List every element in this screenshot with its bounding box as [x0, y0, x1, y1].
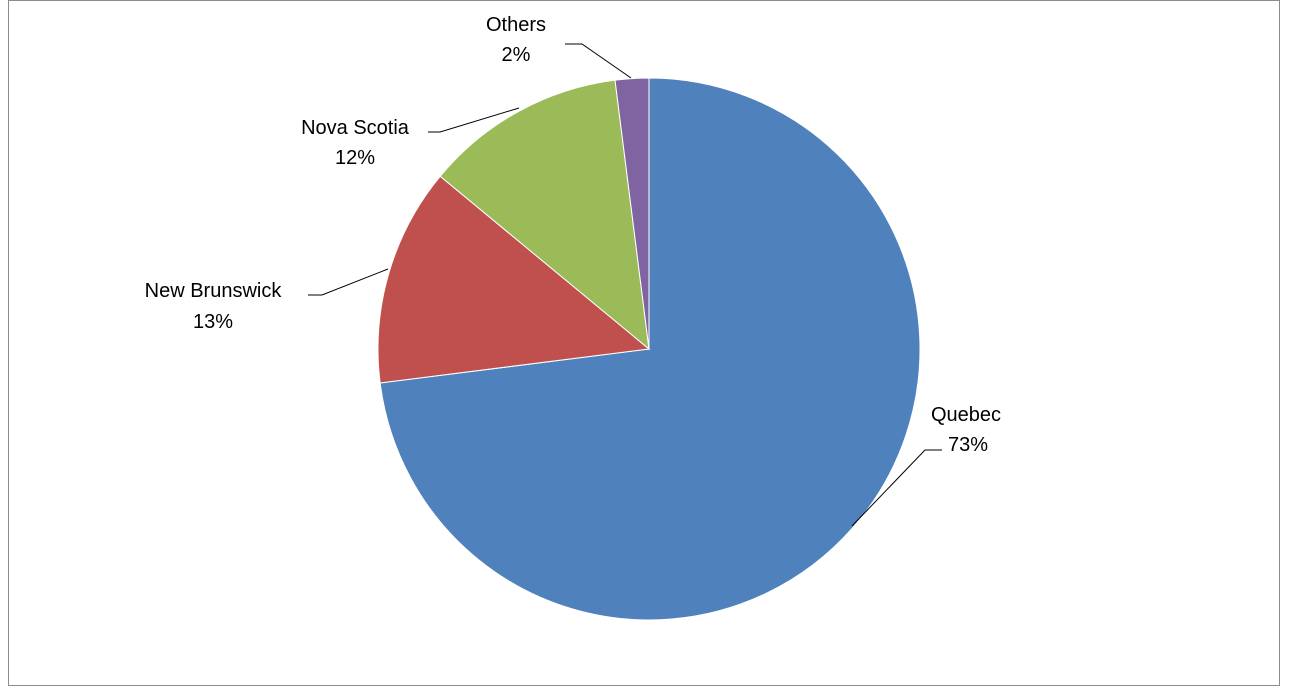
leader-lines — [308, 43, 942, 527]
slice-value-others: 2% — [502, 44, 531, 66]
leader-line-nova-scotia — [428, 107, 520, 133]
pie-slice-nova-scotia — [439, 79, 650, 351]
pie-slice-new-brunswick — [377, 175, 651, 384]
slice-label-new-brunswick: New Brunswick — [145, 280, 283, 302]
leader-line-quebec — [851, 449, 942, 527]
leader-line-others — [565, 43, 632, 79]
slice-label-others: Others — [486, 14, 546, 36]
pie-slice-quebec — [379, 77, 921, 621]
slice-value-nova-scotia: 12% — [335, 147, 375, 169]
slice-label-quebec: Quebec — [931, 404, 1001, 426]
slice-labels: Quebec 73% New Brunswick 13% Nova Scotia… — [145, 14, 1001, 456]
leader-line-new-brunswick — [308, 268, 389, 296]
slice-value-quebec: 73% — [948, 434, 988, 456]
pie-slices — [377, 77, 921, 621]
slice-value-new-brunswick: 13% — [193, 311, 233, 333]
slice-label-nova-scotia: Nova Scotia — [301, 117, 410, 139]
pie-slice-others — [614, 77, 650, 350]
